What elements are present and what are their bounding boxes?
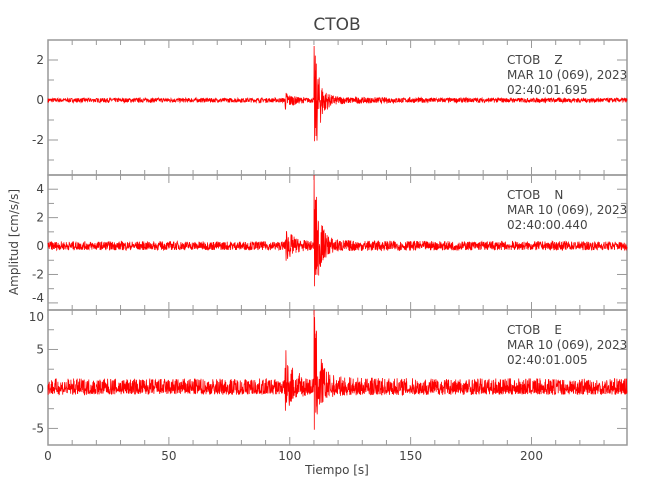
station-name: CTOB [507, 188, 540, 202]
time-label: 02:40:01.695 [507, 83, 588, 97]
panel-frame [47, 309, 628, 446]
component-name: E [554, 323, 562, 337]
chart-title: CTOB [313, 15, 360, 35]
station-component-label: CTOB Z [507, 53, 563, 67]
x-tick-label: 0 [44, 449, 52, 463]
station-component-label: CTOB E [507, 323, 562, 337]
y-tick-label: -2 [32, 267, 44, 281]
date-label: MAR 10 (069), 2023 [507, 203, 627, 217]
y-tick-label: 0 [36, 239, 44, 253]
x-tick-label: 150 [399, 449, 422, 463]
time-label: 02:40:00.440 [507, 218, 588, 232]
waveform-n [47, 174, 628, 287]
y-tick-label: -4 [32, 291, 44, 305]
waveform-e [47, 309, 628, 430]
y-tick-label: 4 [36, 182, 44, 196]
station-name: CTOB [507, 53, 540, 67]
component-name: Z [554, 53, 562, 67]
y-tick-label: 5 [36, 342, 44, 356]
station-component-label: CTOB N [507, 188, 563, 202]
waveform-z [47, 45, 628, 142]
y-tick-label: 2 [36, 211, 44, 225]
x-tick-label: 100 [278, 449, 301, 463]
x-axis-label: Tiempo [s] [304, 463, 369, 477]
component-name: N [554, 188, 563, 202]
y-axis-label: Amplitud [cm/s/s] [7, 189, 21, 295]
date-label: MAR 10 (069), 2023 [507, 68, 627, 82]
station-name: CTOB [507, 323, 540, 337]
y-tick-label: 0 [36, 382, 44, 396]
y-tick-label: 0 [36, 93, 44, 107]
x-tick-label: 50 [161, 449, 176, 463]
y-tick-label: 10 [29, 310, 44, 324]
y-tick-label: -2 [32, 133, 44, 147]
y-tick-label: 2 [36, 53, 44, 67]
time-label: 02:40:01.005 [507, 353, 588, 367]
date-label: MAR 10 (069), 2023 [507, 338, 627, 352]
y-tick-label: -5 [32, 421, 44, 435]
x-tick-label: 200 [520, 449, 543, 463]
